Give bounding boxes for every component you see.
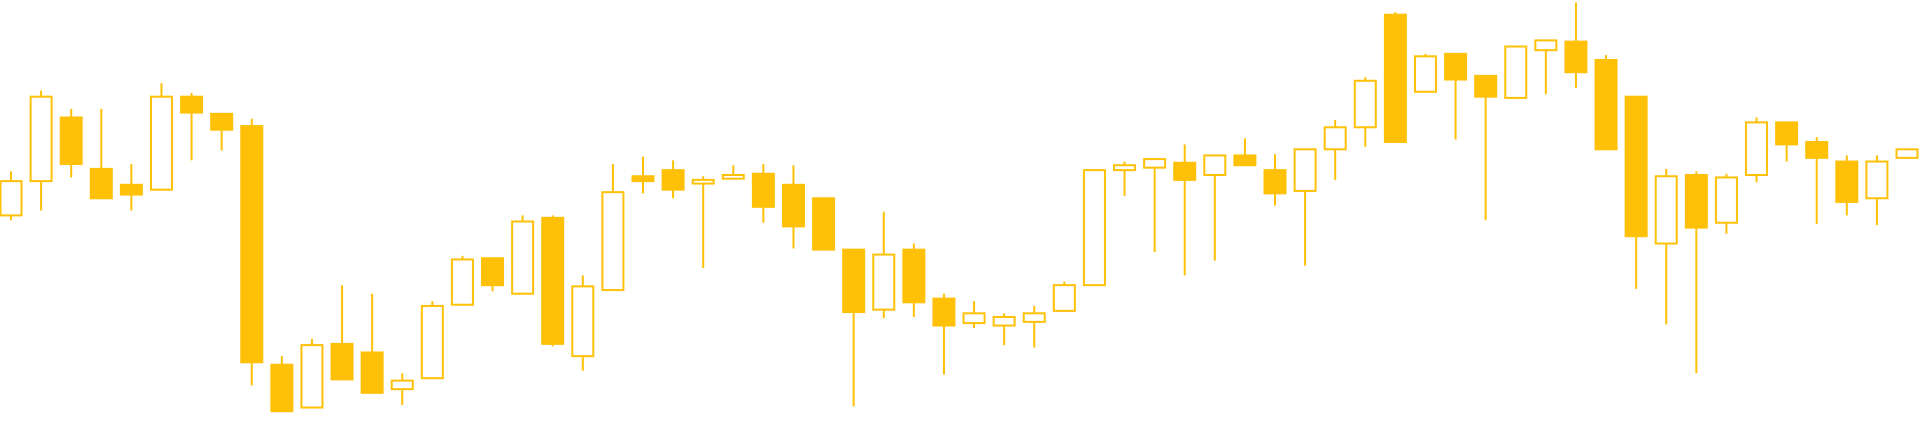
candle-body: [210, 112, 234, 131]
candle-body: [962, 312, 986, 325]
candle-body: [1895, 148, 1919, 159]
candle-body: [992, 315, 1016, 327]
candle-body: [1383, 13, 1407, 143]
candle-body: [1444, 52, 1468, 81]
candle-body: [1293, 148, 1317, 192]
candle-body: [751, 172, 775, 208]
candle-body: [661, 169, 685, 191]
candle-body: [842, 248, 866, 314]
candle-body: [240, 125, 264, 364]
candle-body: [1564, 40, 1588, 74]
candle-body: [89, 167, 113, 200]
candle-body: [872, 253, 896, 311]
candle-body: [1654, 175, 1678, 245]
candle-body: [59, 116, 83, 165]
candle-body: [1082, 169, 1106, 287]
candle-body: [1835, 160, 1859, 203]
candle-body: [1233, 154, 1257, 167]
candle-body: [29, 95, 53, 183]
candle-body: [1594, 58, 1618, 151]
candle-body: [180, 95, 204, 114]
candle-body: [360, 351, 384, 394]
candle-body: [1323, 126, 1347, 151]
candle-body: [1203, 154, 1227, 177]
candle-body: [1173, 161, 1197, 181]
candle-body: [481, 257, 505, 287]
candle-body: [812, 197, 836, 251]
candle-body: [1474, 74, 1498, 98]
candle-body: [1052, 284, 1076, 312]
candle-body: [631, 175, 655, 183]
candle-body: [149, 95, 173, 191]
candle-body: [1022, 312, 1046, 323]
candle-body: [119, 183, 143, 196]
candle-body: [1353, 79, 1377, 129]
candle-body: [1684, 174, 1708, 229]
candle-body: [1865, 160, 1889, 200]
candle-body: [691, 178, 715, 185]
candle-body: [1714, 176, 1738, 224]
candle-body: [300, 344, 324, 409]
candle-body: [781, 183, 805, 228]
candle-body: [330, 342, 354, 381]
candle-body: [932, 297, 956, 327]
candle-body: [721, 174, 745, 180]
candle-body: [902, 248, 926, 304]
candle-body: [1413, 55, 1437, 93]
candle-body: [390, 379, 414, 391]
candle-body: [541, 216, 565, 345]
candle-body: [450, 258, 474, 306]
candle-body: [1775, 121, 1799, 146]
candle-body: [270, 363, 294, 413]
candle-body: [1534, 39, 1558, 52]
candle-body: [1113, 164, 1137, 172]
candle-body: [1805, 140, 1829, 159]
candle-body: [1624, 95, 1648, 238]
candle-body: [511, 220, 535, 295]
candle-body: [601, 191, 625, 292]
candle-body: [1504, 45, 1528, 99]
candle-body: [1263, 169, 1287, 195]
candle-body: [0, 180, 23, 217]
candle-body: [571, 285, 595, 358]
candle-body: [420, 304, 444, 380]
candle-body: [1143, 158, 1167, 169]
candle-body: [1745, 121, 1769, 177]
